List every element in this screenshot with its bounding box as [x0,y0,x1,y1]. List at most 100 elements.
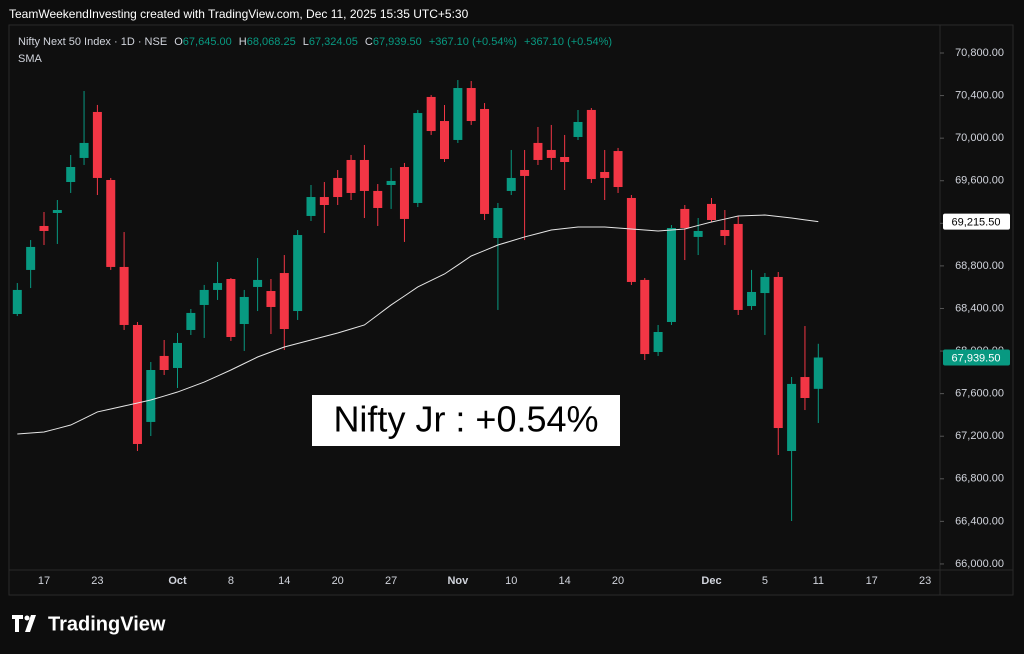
x-tick-label: 27 [385,575,397,587]
candle-body [626,197,636,282]
x-tick-label: 17 [866,575,878,587]
brand-logo [12,615,36,632]
candle-body [533,142,543,160]
x-tick-label: 11 [813,575,824,587]
candle-body [800,377,810,398]
candle-body [466,88,476,122]
candle-body [306,197,316,216]
candle-body [386,180,396,185]
candle-body [787,383,797,452]
brand: TradingView [48,613,166,635]
candle-body [346,159,356,193]
candle-body [146,370,156,422]
x-tick-label: 23 [919,575,931,587]
candle-body [693,230,703,237]
header: TeamWeekendInvesting created with Tradin… [9,7,469,21]
candle-body [506,177,516,191]
x-tick-label: 5 [762,575,768,587]
candle-body [666,227,676,322]
ohlc-key: L [302,36,309,48]
candle-body [653,331,663,353]
legend: Nifty Next 50 Index · 1D · NSE O67,645.0… [18,36,612,48]
candle-body [747,291,757,307]
candle-body [373,190,383,208]
y-tick-label: 70,000.00 [955,132,1004,144]
ohlc-value: 68,068.25 [246,36,296,48]
y-tick-label: 70,400.00 [955,89,1004,101]
last-price-tag [943,349,1010,366]
candle-body [426,96,436,132]
candle-body [546,149,556,158]
candle-body [359,159,369,191]
change: +367.10 (+0.54%) [523,36,613,48]
ohlc-key: O [174,36,183,48]
candle-body [12,289,22,315]
candle-body [279,273,289,330]
candle-body [199,289,209,305]
candle-body [119,266,129,325]
candle-body [520,169,530,176]
sma-price-tag [943,213,1010,230]
chart-panel [8,24,1014,596]
candle-body [173,342,182,368]
ohlc-value: 67,645.00 [182,36,232,48]
candle-body [239,296,249,325]
candle-body [733,223,743,310]
candle-body [813,357,823,389]
y-tick-label: 66,800.00 [955,473,1004,485]
candle-body [480,108,490,214]
x-tick-label: 14 [278,575,290,587]
x-tick-label: 8 [228,575,234,587]
x-tick-label: 10 [505,575,517,587]
candle-body [440,121,449,160]
candle-body [213,283,223,290]
ohlc-key: C [364,36,373,48]
candle-body [586,109,596,180]
candle-body [319,197,329,206]
candle-body [226,278,236,338]
ohlc-value: 67,939.50 [372,36,422,48]
candle-body [399,167,409,219]
y-tick-label: 66,400.00 [955,515,1004,527]
candle-body [52,210,62,213]
y-tick-label: 66,000.00 [955,558,1004,570]
candle-body [132,324,142,444]
y-tick-label: 68,400.00 [955,302,1004,314]
candle-body [266,291,276,307]
y-tick-label: 67,600.00 [955,388,1004,400]
ohlc-value: 67,324.05 [308,36,358,48]
candle-body [26,246,36,270]
x-tick-label: 20 [612,575,624,587]
candle-body [600,172,610,178]
candle-body [773,276,783,429]
ohlc-key: H [238,36,247,48]
plot: 66,000.00 66,400.00 66,800.00 67,200.00 67,6… [12,47,1010,587]
sma-legend: SMA [18,53,42,65]
sma-line [17,214,819,435]
y-tick-label: 69,600.00 [955,175,1004,187]
x-tick-label: 20 [332,575,344,587]
candle-body [66,167,76,183]
annotation: Nifty Jr : +0.54% [333,399,598,440]
candle-body [333,177,343,198]
candle-body [79,142,89,158]
candle-body [640,279,650,355]
x-tick-label: Oct [168,575,187,587]
candle-body [720,230,730,236]
candle-body [159,355,169,371]
candle-body [560,156,570,162]
x-tick-label: 17 [38,575,50,587]
candle-body [707,203,716,221]
change: +367.10 (+0.54%) [428,36,517,48]
candle-body [106,179,116,267]
x-tick-label: Dec [701,575,721,587]
last-price-label: 67,939.50 [952,352,1001,364]
candle-body [186,312,196,330]
y-tick-label: 70,800.00 [955,47,1004,59]
candle-body [680,208,690,228]
candle-body [453,88,463,140]
x-tick-label: 14 [559,575,571,587]
candle-body [760,276,770,294]
